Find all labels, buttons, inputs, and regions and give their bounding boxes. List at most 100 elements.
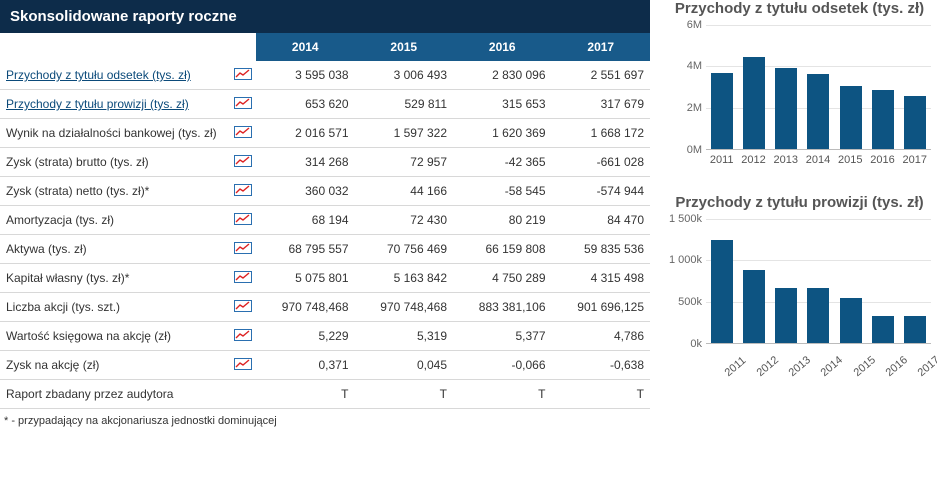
table-row: Zysk (strata) brutto (tys. zł)314 26872 … (0, 148, 650, 177)
table-row: Zysk (strata) netto (tys. zł)* 360 03244 … (0, 177, 650, 206)
chart-xtick: 2017 (909, 348, 937, 379)
chart-icon[interactable] (234, 300, 252, 312)
row-chart-icon-cell[interactable] (230, 119, 256, 148)
header-blank-icon (230, 33, 256, 61)
chart-icon[interactable] (234, 155, 252, 167)
table-row: Wartość księgowa na akcję (zł)5,2295,319… (0, 322, 650, 351)
chart-icon[interactable] (234, 213, 252, 225)
chart-xlabels: 2011201220132014201520162017 (706, 344, 931, 370)
data-cell: 59 835 536 (552, 235, 651, 264)
row-label: Raport zbadany przez audytora (0, 380, 230, 409)
chart-xtick: 2012 (741, 154, 765, 166)
header-blank-label (0, 33, 230, 61)
table-row: Przychody z tytułu prowizji (tys. zł) 653… (0, 90, 650, 119)
chart-xtick: 2015 (845, 348, 876, 379)
chart-bar (775, 288, 797, 342)
chart-bar (872, 316, 894, 342)
data-cell: -574 944 (552, 177, 651, 206)
table-row: Liczba akcji (tys. szt.)970 748,468970 7… (0, 293, 650, 322)
chart-xtick: 2013 (780, 348, 811, 379)
data-cell: 3 006 493 (355, 61, 454, 90)
data-cell: 360 032 (256, 177, 355, 206)
chart-ytick: 500k (662, 296, 702, 308)
row-label[interactable]: Przychody z tytułu odsetek (tys. zł) (0, 61, 230, 90)
chart-xlabels: 2011201220132014201520162017 (706, 150, 931, 166)
chart-bar (807, 288, 829, 342)
row-chart-icon-cell[interactable] (230, 293, 256, 322)
year-header: 2014 (256, 33, 355, 61)
data-cell: 0,371 (256, 351, 355, 380)
section-title: Skonsolidowane raporty roczne (0, 0, 650, 33)
data-cell: 0,045 (355, 351, 454, 380)
row-label: Kapitał własny (tys. zł)* (0, 264, 230, 293)
chart-bar (807, 74, 829, 149)
data-cell: 66 159 808 (453, 235, 552, 264)
data-cell: 4 315 498 (552, 264, 651, 293)
table-row: Amortyzacja (tys. zł)68 19472 43080 2198… (0, 206, 650, 235)
chart-bottom: Przychody z tytułu prowizji (tys. zł) 0k… (662, 194, 937, 374)
data-cell: 2 551 697 (552, 61, 651, 90)
chart-bar (904, 316, 926, 342)
chart-bar (840, 86, 862, 149)
data-cell: T (453, 380, 552, 409)
chart-xtick: 2011 (710, 154, 734, 166)
row-chart-icon-cell[interactable] (230, 351, 256, 380)
data-cell: 653 620 (256, 90, 355, 119)
data-cell: 5,377 (453, 322, 552, 351)
chart-xtick: 2017 (903, 154, 927, 166)
data-cell: 315 653 (453, 90, 552, 119)
row-label[interactable]: Przychody z tytułu prowizji (tys. zł) (0, 90, 230, 119)
chart-bar (775, 68, 797, 149)
data-cell: 529 811 (355, 90, 454, 119)
data-cell: 3 595 038 (256, 61, 355, 90)
chart-bar (743, 270, 765, 343)
chart-icon[interactable] (234, 242, 252, 254)
row-label: Wynik na działalności bankowej (tys. zł) (0, 119, 230, 148)
data-cell: 2 016 571 (256, 119, 355, 148)
chart-ytick: 0k (662, 338, 702, 350)
data-cell: 44 166 (355, 177, 454, 206)
row-chart-icon-cell[interactable] (230, 90, 256, 119)
data-cell: 72 430 (355, 206, 454, 235)
row-chart-icon-cell[interactable] (230, 177, 256, 206)
data-cell: 5 075 801 (256, 264, 355, 293)
data-cell: 68 795 557 (256, 235, 355, 264)
financial-table: 2014 2015 2016 2017 Przychody z tytułu o… (0, 33, 650, 409)
chart-xtick: 2011 (716, 348, 747, 379)
chart-icon[interactable] (234, 126, 252, 138)
row-chart-icon-cell[interactable] (230, 235, 256, 264)
data-cell: 970 748,468 (256, 293, 355, 322)
row-chart-icon-cell[interactable] (230, 148, 256, 177)
row-chart-icon-cell[interactable] (230, 264, 256, 293)
chart-icon[interactable] (234, 358, 252, 370)
chart-icon[interactable] (234, 68, 252, 80)
chart-bars (706, 25, 931, 149)
row-label: Zysk (strata) netto (tys. zł)* (0, 177, 230, 206)
chart-icon[interactable] (234, 184, 252, 196)
row-chart-icon-cell[interactable] (230, 206, 256, 235)
chart-icon[interactable] (234, 329, 252, 341)
row-chart-icon-cell[interactable] (230, 61, 256, 90)
data-cell: T (355, 380, 454, 409)
chart-xtick: 2016 (877, 348, 908, 379)
chart-xtick: 2014 (813, 348, 844, 379)
data-cell: 314 268 (256, 148, 355, 177)
chart-bar (711, 73, 733, 149)
table-header-row: 2014 2015 2016 2017 (0, 33, 650, 61)
data-cell: 72 957 (355, 148, 454, 177)
table-row: Aktywa (tys. zł)68 795 55770 756 46966 1… (0, 235, 650, 264)
chart-ytick: 4M (662, 60, 702, 72)
table-row: Wynik na działalności bankowej (tys. zł)… (0, 119, 650, 148)
chart-icon[interactable] (234, 97, 252, 109)
data-cell: 2 830 096 (453, 61, 552, 90)
year-header: 2015 (355, 33, 454, 61)
row-chart-icon-cell[interactable] (230, 322, 256, 351)
table-row: Raport zbadany przez audytoraTTTT (0, 380, 650, 409)
chart-icon[interactable] (234, 271, 252, 283)
data-cell: 4,786 (552, 322, 651, 351)
chart-bars (706, 219, 931, 343)
data-cell: 70 756 469 (355, 235, 454, 264)
data-cell: -0,066 (453, 351, 552, 380)
data-cell: 970 748,468 (355, 293, 454, 322)
chart-xtick: 2014 (806, 154, 830, 166)
